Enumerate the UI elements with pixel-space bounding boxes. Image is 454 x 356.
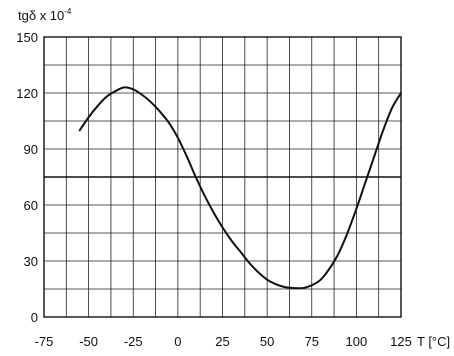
series-line-0 [78,86,402,290]
y-tick-label: 150 [16,30,38,45]
x-axis-label: T [°C] [417,334,450,349]
x-tick-label: 125 [390,334,412,349]
x-tick-label: 50 [260,334,274,349]
plot-frame [43,36,402,318]
x-tick-label: -75 [35,334,54,349]
y-tick-labels: 0 30 60 90 120 150 [16,30,38,325]
y-axis-label: tgδ x 10-4 [18,7,72,23]
x-tick-label: 25 [215,334,229,349]
y-axis-label-exponent: -4 [64,7,72,16]
y-tick-label: 30 [24,254,38,269]
x-tick-labels: -75 -50 -25 0 25 50 75 100 125 [35,334,412,349]
x-tick-label: -50 [79,334,98,349]
x-tick-label: 75 [305,334,319,349]
x-tick-label: 100 [346,334,368,349]
x-tick-label: -25 [124,334,143,349]
y-tick-label: 60 [24,198,38,213]
plot-border [43,36,402,318]
x-tick-label: 0 [174,334,181,349]
series-group [78,86,402,290]
y-tick-label: 90 [24,142,38,157]
y-axis-label-base: tgδ x 10 [18,8,64,23]
y-tick-label: 0 [31,310,38,325]
y-tick-label: 120 [16,86,38,101]
